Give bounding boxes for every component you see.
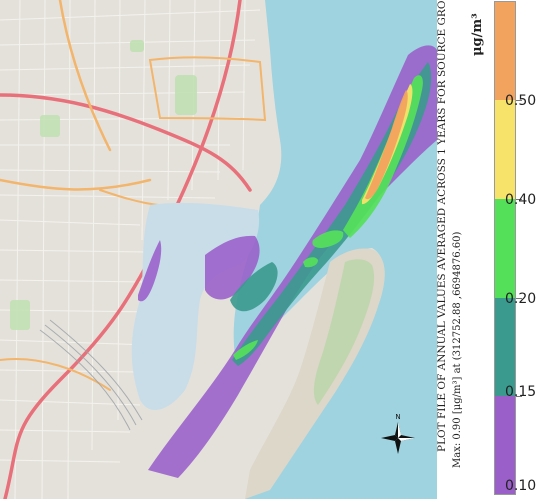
legend-band-010	[494, 396, 516, 495]
legend-band-020	[494, 199, 516, 298]
legend-band-015	[494, 298, 516, 396]
plume-band-015-lobe	[230, 262, 278, 312]
north-label: N	[395, 413, 400, 421]
legend-tick	[516, 199, 522, 200]
legend-label-010: 0.10	[505, 478, 537, 494]
plume-band-020-blob2	[303, 257, 318, 268]
plume-band-050	[365, 90, 408, 200]
plume-band-020-south	[233, 340, 258, 360]
legend-tick	[516, 100, 522, 101]
bluff-vegetation	[313, 259, 375, 405]
compass-rose-icon	[381, 422, 415, 454]
plume-band-010	[148, 45, 437, 478]
plot-caption: PLOT FILE OF ANNUAL VALUES AVERAGED ACRO…	[436, 0, 448, 452]
legend-label-050: 0.50	[505, 93, 537, 109]
legend-band-040	[494, 100, 516, 199]
parks	[10, 40, 233, 330]
legend-band-050	[494, 1, 516, 100]
legend-label-015: 0.15	[505, 384, 537, 400]
legend-label-040: 0.40	[505, 192, 537, 208]
legend-frame	[494, 1, 516, 495]
map-panel[interactable]: N	[0, 0, 437, 499]
map-canvas[interactable]: N	[0, 0, 437, 499]
rail-lines	[39, 319, 143, 431]
legend-tick	[516, 396, 522, 397]
legend-label-020: 0.20	[505, 291, 537, 307]
plume-band-020-blob1	[312, 230, 344, 248]
legend-tick	[516, 298, 522, 299]
plume-band-010-west	[205, 235, 260, 300]
legend-unit: μg/m³	[470, 13, 485, 56]
plume-band-010-strip	[138, 240, 162, 302]
max-value-caption: Max: 0.90 [μg/m³] at (312752.88 ,6694876…	[452, 231, 463, 468]
major-roads	[0, 0, 267, 499]
color-legend: 0.50 0.40 0.20 0.15 0.10	[494, 1, 550, 497]
concentration-plume	[138, 45, 437, 478]
